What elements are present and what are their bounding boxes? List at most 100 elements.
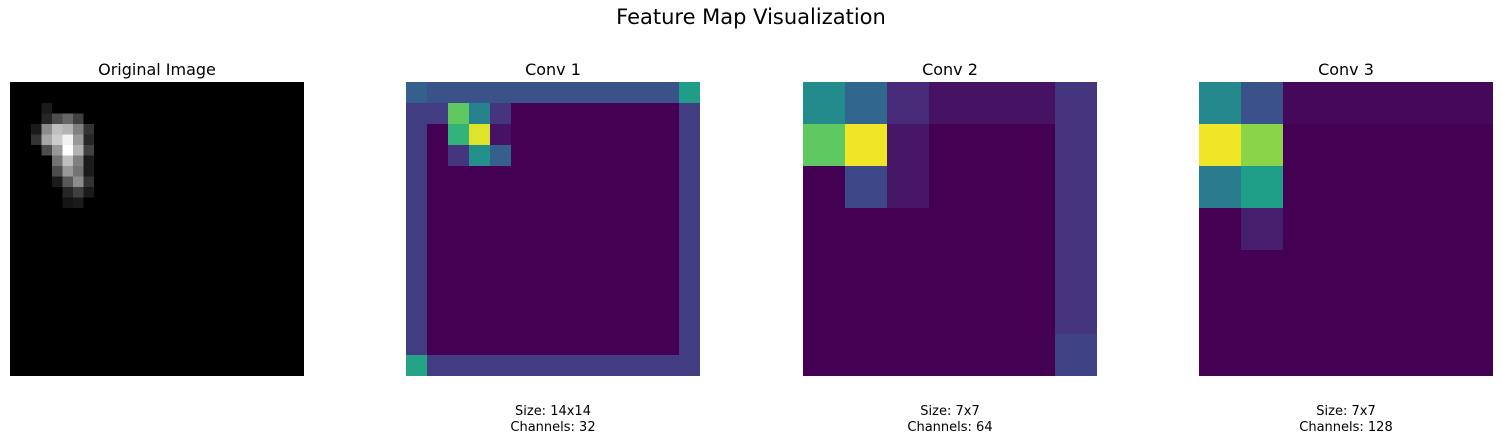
caption-conv3: Size: 7x7 Channels: 128 <box>1199 404 1493 436</box>
heatmap-cell <box>679 355 700 376</box>
heatmap-cell <box>1199 292 1242 335</box>
heatmap-cell <box>31 92 43 104</box>
heatmap-cell <box>679 103 700 125</box>
heatmap-cell <box>406 355 428 376</box>
heatmap-cell <box>146 103 158 115</box>
heatmap-cell <box>178 229 190 241</box>
heatmap-cell <box>104 103 116 115</box>
heatmap-cell <box>406 145 428 167</box>
heatmap-cell <box>136 92 148 104</box>
heatmap-cell <box>1283 334 1326 376</box>
heatmap-cell <box>178 292 190 304</box>
heatmap-cell <box>115 124 127 136</box>
heatmap-cell <box>199 208 211 220</box>
heatmap-cell <box>146 197 158 209</box>
heatmap-cell <box>251 302 263 314</box>
heatmap-cell <box>136 271 148 283</box>
heatmap-cell <box>293 197 304 209</box>
heatmap-cell <box>262 281 274 293</box>
heatmap-cell <box>595 124 617 146</box>
heatmap-cell <box>209 365 221 376</box>
heatmap-cell <box>104 124 116 136</box>
heatmap-cell <box>83 229 95 241</box>
heatmap-cell <box>220 313 232 325</box>
heatmap-cell <box>20 250 32 262</box>
heatmap-cell <box>136 124 148 136</box>
heatmap-cell <box>62 344 74 356</box>
heatmap-cell <box>262 208 274 220</box>
heatmap-cell <box>209 208 221 220</box>
heatmap-cell <box>146 292 158 304</box>
heatmap-cell <box>157 134 169 146</box>
heatmap-cell <box>293 344 304 356</box>
heatmap-cell <box>20 113 32 125</box>
heatmap-cell <box>115 292 127 304</box>
heatmap-cell <box>230 302 242 314</box>
heatmap-cell <box>427 313 449 335</box>
heatmap-cell <box>293 113 304 125</box>
heatmap-cell <box>41 176 53 188</box>
heatmap-cell <box>125 271 137 283</box>
heatmap-cell <box>220 229 232 241</box>
heatmap-cell <box>20 176 32 188</box>
heatmap-cell <box>251 239 263 251</box>
heatmap-cell <box>146 281 158 293</box>
heatmap-cell <box>220 145 232 157</box>
heatmap-cell <box>115 82 127 94</box>
heatmap-cell <box>293 250 304 262</box>
heatmap-cell <box>115 113 127 125</box>
heatmap-cell <box>251 197 263 209</box>
heatmap-cell <box>553 124 575 146</box>
heatmap-cell <box>83 155 95 167</box>
heatmap-cell <box>929 124 972 167</box>
heatmap-cell <box>448 292 470 314</box>
heatmap-cell <box>679 250 700 272</box>
heatmap-cell <box>1241 250 1284 293</box>
heatmap-cell <box>490 355 512 376</box>
panel-title-conv1: Conv 1 <box>525 60 581 79</box>
heatmap-cell <box>41 250 53 262</box>
heatmap-cell <box>490 229 512 251</box>
heatmap-cell <box>178 250 190 262</box>
heatmap-cell <box>262 229 274 241</box>
heatmap-cell <box>230 82 242 94</box>
heatmap-cell <box>803 250 846 293</box>
heatmap-cell <box>104 82 116 94</box>
heatmap-cell <box>41 313 53 325</box>
heatmap-cell <box>199 197 211 209</box>
heatmap-cell <box>10 355 22 367</box>
heatmap-cell <box>115 260 127 272</box>
heatmap-cell <box>73 82 85 94</box>
heatmap-cell <box>241 260 253 272</box>
heatmap-cell <box>188 323 200 335</box>
heatmap-cell <box>251 250 263 262</box>
heatmap-cell <box>241 155 253 167</box>
heatmap-cell <box>115 365 127 376</box>
heatmap-cell <box>511 292 533 314</box>
heatmap-cell <box>20 344 32 356</box>
heatmap-cell <box>406 208 428 230</box>
heatmap-cell <box>469 187 491 209</box>
heatmap-cell <box>104 166 116 178</box>
heatmap-cell <box>283 365 295 376</box>
heatmap-cell <box>52 134 64 146</box>
heatmap-cell <box>125 365 137 376</box>
heatmap-cell <box>616 271 638 293</box>
heatmap-cell <box>637 229 659 251</box>
heatmap-cell <box>469 208 491 230</box>
heatmap-cell <box>31 145 43 157</box>
heatmap-cell <box>167 187 179 199</box>
heatmap-cell <box>157 292 169 304</box>
heatmap-cell <box>167 239 179 251</box>
heatmap-cell <box>94 92 106 104</box>
heatmap-cell <box>574 103 596 125</box>
heatmap-cell <box>262 302 274 314</box>
heatmap-cell <box>10 250 22 262</box>
heatmap-cell <box>125 260 137 272</box>
heatmap-cell <box>1013 250 1056 293</box>
heatmap-cell <box>10 145 22 157</box>
heatmap-cell <box>41 271 53 283</box>
heatmap-cell <box>199 250 211 262</box>
heatmap-cell <box>490 208 512 230</box>
heatmap-cell <box>83 218 95 230</box>
